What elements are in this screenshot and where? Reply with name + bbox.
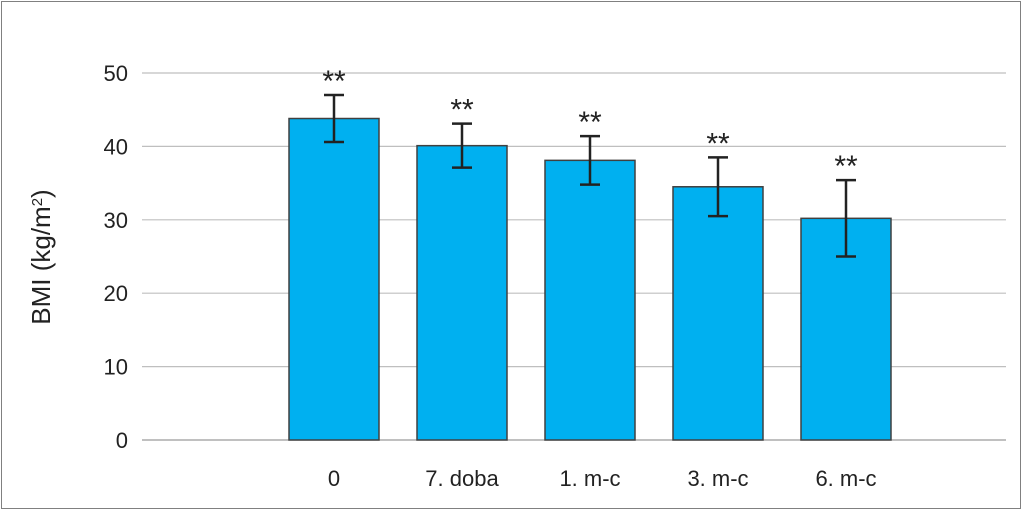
x-category-label: 1. m-c [559, 466, 620, 491]
bar [416, 144, 508, 441]
y-axis-ticks: 0 10 20 30 40 50 [104, 61, 128, 453]
significance-label: ** [578, 106, 602, 139]
bar [544, 159, 636, 441]
x-category-label: 7. doba [425, 466, 499, 491]
bar [288, 117, 380, 441]
y-axis-label: BMI (kg/m2) [26, 189, 56, 324]
error-bars [324, 93, 856, 258]
significance-labels: ** ** ** ** ** [322, 65, 858, 183]
significance-label: ** [706, 127, 730, 160]
x-axis-categories: 0 7. doba 1. m-c 3. m-c 6. m-c [328, 466, 877, 491]
bar [672, 186, 764, 441]
y-tick-label: 20 [104, 281, 128, 306]
significance-label: ** [322, 65, 346, 98]
y-tick-label: 10 [104, 355, 128, 380]
significance-label: ** [834, 150, 858, 183]
y-tick-label: 40 [104, 134, 128, 159]
x-category-label: 3. m-c [687, 466, 748, 491]
x-category-label: 0 [328, 466, 340, 491]
x-category-label: 6. m-c [815, 466, 876, 491]
y-tick-label: 50 [104, 61, 128, 86]
significance-label: ** [450, 94, 474, 127]
y-tick-label: 30 [104, 208, 128, 233]
y-tick-label: 0 [116, 428, 128, 453]
